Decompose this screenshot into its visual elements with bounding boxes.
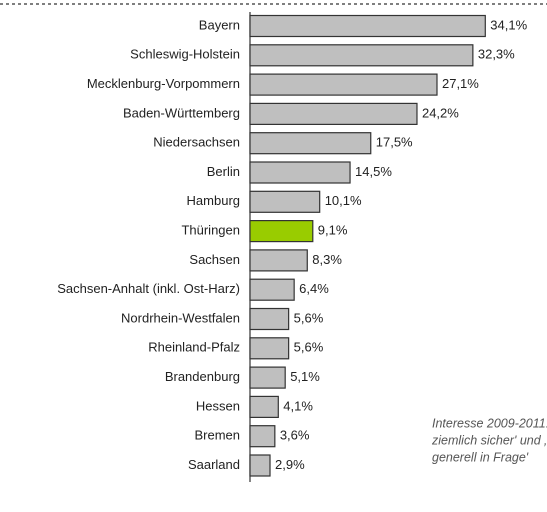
bar xyxy=(249,366,286,389)
bar xyxy=(249,190,321,213)
value-label: 32,3% xyxy=(478,47,515,62)
value-label: 5,1% xyxy=(290,369,320,384)
bar xyxy=(249,73,438,96)
annotation: generell in Frage' xyxy=(432,450,529,464)
category-label: Bayern xyxy=(199,17,240,32)
category-label: Thüringen xyxy=(181,223,240,238)
bar xyxy=(249,454,271,477)
value-label: 5,6% xyxy=(294,340,324,355)
bar xyxy=(249,14,486,38)
bar xyxy=(249,395,279,418)
category-label: Rheinland-Pfalz xyxy=(148,340,240,355)
category-label: Berlin xyxy=(207,164,240,179)
category-label: Hessen xyxy=(196,398,240,413)
category-label: Sachsen xyxy=(189,252,240,267)
value-label: 34,1% xyxy=(490,17,527,32)
bar xyxy=(249,337,290,360)
category-label: Schleswig-Holstein xyxy=(130,47,240,62)
value-label: 10,1% xyxy=(325,193,362,208)
category-label: Baden-Württemberg xyxy=(123,105,240,120)
category-label: Saarland xyxy=(188,457,240,472)
annotation: ziemlich sicher' und ‚kommt xyxy=(431,433,547,447)
value-label: 24,2% xyxy=(422,105,459,120)
category-label: Brandenburg xyxy=(165,369,240,384)
annotation: Interesse 2009-2011: ‚plane xyxy=(432,416,547,430)
value-label: 6,4% xyxy=(299,281,329,296)
bar xyxy=(249,307,290,331)
bar xyxy=(249,220,314,243)
value-label: 4,1% xyxy=(283,398,313,413)
value-label: 17,5% xyxy=(376,135,413,150)
bar xyxy=(249,249,308,272)
value-label: 27,1% xyxy=(442,76,479,91)
bar xyxy=(249,132,372,155)
bar xyxy=(249,278,295,301)
category-label: Nordrhein-Westfalen xyxy=(121,310,240,325)
bar xyxy=(249,425,276,448)
value-label: 9,1% xyxy=(318,223,348,238)
category-label: Niedersachsen xyxy=(153,135,240,150)
value-label: 5,6% xyxy=(294,310,324,325)
bar xyxy=(249,161,351,184)
value-label: 14,5% xyxy=(355,164,392,179)
bar xyxy=(249,102,418,126)
bar xyxy=(249,44,474,67)
category-label: Bremen xyxy=(194,428,240,443)
category-label: Mecklenburg-Vorpommern xyxy=(87,76,240,91)
value-label: 2,9% xyxy=(275,457,305,472)
category-label: Sachsen-Anhalt (inkl. Ost-Harz) xyxy=(57,281,240,296)
category-label: Hamburg xyxy=(187,193,240,208)
value-label: 3,6% xyxy=(280,428,310,443)
value-label: 8,3% xyxy=(312,252,342,267)
